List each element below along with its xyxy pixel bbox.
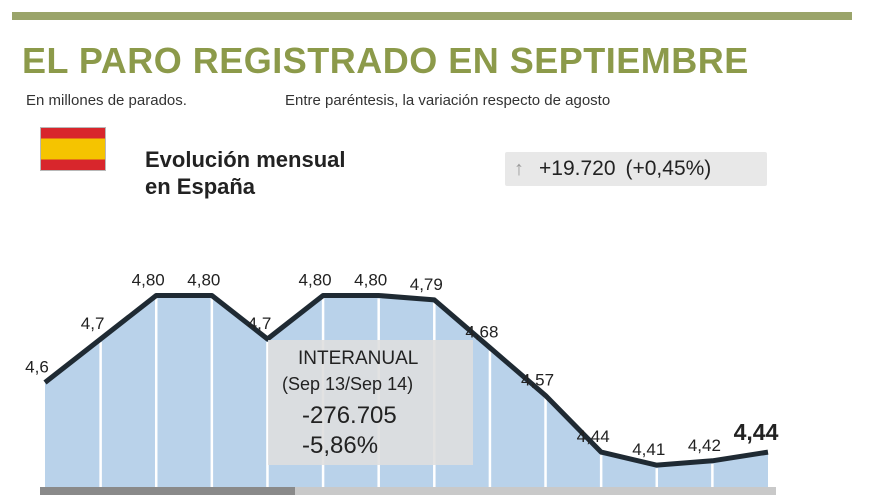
data-label: 4,80 [354, 271, 387, 290]
page-title: EL PARO REGISTRADO EN SEPTIEMBRE [22, 40, 749, 81]
spain-flag-icon [40, 127, 106, 171]
units-note: En millones de parados. [26, 92, 187, 109]
top-rule [12, 12, 852, 20]
monthly-change-value: +19.720 [539, 157, 616, 180]
interannual-pct-change: -5,86% [302, 432, 379, 459]
up-arrow-icon: ↑ [514, 157, 524, 180]
monthly-change-pct: (+0,45%) [625, 157, 712, 180]
data-label: 4,41 [632, 440, 665, 459]
interannual-period: (Sep 13/Sep 14) [282, 374, 414, 394]
data-label: 4,7 [81, 314, 105, 333]
data-label: 4,80 [299, 271, 332, 290]
bottom-month-strip-light [295, 487, 776, 495]
data-label: 4,42 [688, 436, 721, 455]
data-label: 4,44 [734, 419, 779, 445]
section-heading-line2: en España [145, 174, 256, 199]
chart-line-group [43, 293, 769, 468]
data-label: 4,6 [25, 358, 49, 377]
data-label: 4,44 [577, 427, 610, 446]
interannual-title: INTERANUAL [298, 348, 419, 369]
monthly-change-badge: ↑ +19.720 (+0,45%) [505, 152, 767, 186]
section-heading: Evolución mensual en España [145, 146, 346, 200]
chart-labels-group: 4,6 4,7 4,80 4,80 4,7 4,80 4,80 4,79 4,68 4,57 4,4… [25, 271, 778, 460]
parenthesis-note: Entre paréntesis, la variación respecto … [285, 92, 611, 109]
data-label: 4,68 [465, 323, 498, 342]
interannual-box: INTERANUAL (Sep 13/Sep 14) -276.705 -5,8… [268, 340, 473, 465]
section-heading-line1: Evolución mensual [145, 147, 346, 172]
data-label: 4,80 [132, 271, 165, 290]
data-label: 4,57 [521, 371, 554, 390]
data-label: 4,7 [248, 314, 272, 333]
series-line [43, 293, 769, 468]
data-label: 4,79 [410, 275, 443, 294]
bottom-month-strip [40, 487, 776, 495]
data-label: 4,80 [187, 271, 220, 290]
interannual-abs-change: -276.705 [302, 402, 397, 429]
